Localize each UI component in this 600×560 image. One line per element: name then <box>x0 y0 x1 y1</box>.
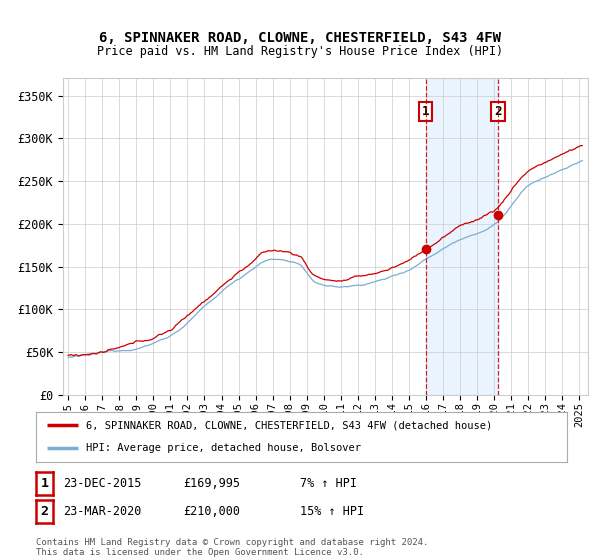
Text: 6, SPINNAKER ROAD, CLOWNE, CHESTERFIELD, S43 4FW: 6, SPINNAKER ROAD, CLOWNE, CHESTERFIELD,… <box>99 31 501 45</box>
Bar <box>425 78 498 395</box>
Text: 1: 1 <box>422 105 430 118</box>
Text: £210,000: £210,000 <box>183 505 240 518</box>
Text: £169,995: £169,995 <box>183 477 240 490</box>
Text: 2: 2 <box>494 105 502 118</box>
Text: Contains HM Land Registry data © Crown copyright and database right 2024.
This d: Contains HM Land Registry data © Crown c… <box>36 538 428 557</box>
Text: 1: 1 <box>40 477 49 490</box>
Text: Price paid vs. HM Land Registry's House Price Index (HPI): Price paid vs. HM Land Registry's House … <box>97 45 503 58</box>
Text: HPI: Average price, detached house, Bolsover: HPI: Average price, detached house, Bols… <box>86 444 361 454</box>
Text: 2: 2 <box>40 505 49 518</box>
Text: 23-MAR-2020: 23-MAR-2020 <box>63 505 142 518</box>
Text: 15% ↑ HPI: 15% ↑ HPI <box>300 505 364 518</box>
Text: 7% ↑ HPI: 7% ↑ HPI <box>300 477 357 490</box>
Text: 6, SPINNAKER ROAD, CLOWNE, CHESTERFIELD, S43 4FW (detached house): 6, SPINNAKER ROAD, CLOWNE, CHESTERFIELD,… <box>86 420 493 430</box>
Text: 23-DEC-2015: 23-DEC-2015 <box>63 477 142 490</box>
